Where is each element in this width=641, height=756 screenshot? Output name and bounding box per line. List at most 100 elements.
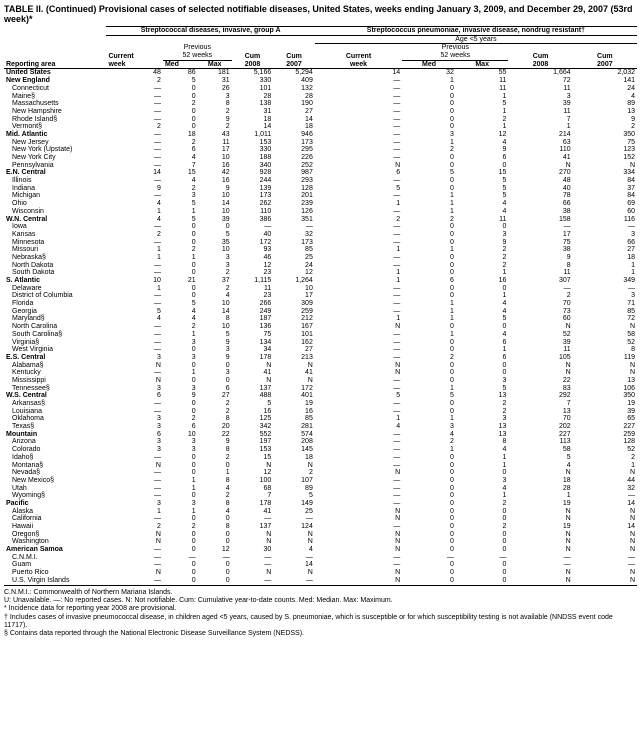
cell: —: [315, 400, 402, 408]
row-label: California: [4, 515, 106, 523]
table-row: New Jersey—211153173—146375: [4, 139, 637, 147]
cell: 309: [273, 300, 315, 308]
cell: 75: [573, 139, 637, 147]
cell: 6: [163, 423, 198, 431]
cell: 0: [456, 323, 509, 331]
cell: 58: [508, 446, 572, 454]
cell: 149: [273, 500, 315, 508]
row-label: District of Columbia: [4, 292, 106, 300]
row-label: Maine§: [4, 93, 106, 101]
cell: 574: [273, 431, 315, 439]
table-row: New York (Upstate)—617330295—29110123: [4, 146, 637, 154]
row-label: Alaska: [4, 508, 106, 516]
cell: 2: [273, 469, 315, 477]
footnote-line: † Includes cases of invasive pneumococca…: [4, 614, 637, 631]
cell: 0: [402, 538, 456, 546]
cell: —: [315, 116, 402, 124]
cell: 10: [106, 277, 163, 285]
cell: —: [315, 339, 402, 347]
cell: N: [508, 538, 572, 546]
cell: N: [508, 577, 572, 585]
cell: N: [573, 531, 637, 539]
cell: 110: [508, 146, 572, 154]
cell: 18: [163, 131, 198, 139]
table-row: Texas§36203422814313202227: [4, 423, 637, 431]
table-row: MississippiN00NN—032213: [4, 377, 637, 385]
cell: 116: [573, 216, 637, 224]
cell: 1: [315, 269, 402, 277]
cell: 0: [402, 116, 456, 124]
cell: 18: [232, 116, 274, 124]
cell: 1: [315, 315, 402, 323]
table-row: Arizona339197208—28113128: [4, 438, 637, 446]
cell: 37: [198, 277, 232, 285]
cell: 39: [508, 339, 572, 347]
cell: 7: [508, 400, 572, 408]
cell: 141: [573, 77, 637, 85]
row-label: Louisiana: [4, 408, 106, 416]
cell: 1: [508, 492, 572, 500]
row-label: Oklahoma: [4, 415, 106, 423]
cell: N: [573, 469, 637, 477]
cell: 0: [198, 531, 232, 539]
cell: 19: [508, 523, 572, 531]
cell: 227: [508, 431, 572, 439]
cell: N: [315, 515, 402, 523]
cell: N: [573, 508, 637, 516]
cell: 3: [573, 231, 637, 239]
cell: 0: [402, 254, 456, 262]
cell: 4: [273, 546, 315, 554]
cell: 0: [402, 285, 456, 293]
cell: 66: [573, 239, 637, 247]
cell: —: [315, 192, 402, 200]
row-label: New Mexico§: [4, 477, 106, 485]
col-med2: Med: [402, 60, 456, 69]
cell: 0: [163, 346, 198, 354]
cell: 9: [456, 239, 509, 247]
cell: 340: [232, 162, 274, 170]
cell: —: [106, 561, 163, 569]
cell: 2: [456, 262, 509, 270]
cell: 41: [232, 369, 274, 377]
cell: 12: [456, 131, 509, 139]
row-label: Arkansas§: [4, 400, 106, 408]
table-row: Iowa—00———00——: [4, 223, 637, 231]
cell: 0: [402, 569, 456, 577]
cell: —: [106, 408, 163, 416]
cell: 4: [456, 200, 509, 208]
cell: 0: [402, 239, 456, 247]
cell: 0: [198, 462, 232, 470]
row-label: Kentucky: [4, 369, 106, 377]
cell: 1: [402, 331, 456, 339]
cell: 4: [163, 154, 198, 162]
cell: 84: [573, 192, 637, 200]
cell: 110: [232, 208, 274, 216]
cell: —: [315, 308, 402, 316]
cell: 4: [456, 300, 509, 308]
cell: 13: [456, 431, 509, 439]
cell: 107: [273, 477, 315, 485]
cell: 5: [198, 231, 232, 239]
cell: 0: [402, 93, 456, 101]
cell: N: [573, 162, 637, 170]
cell: —: [232, 554, 274, 562]
cell: N: [573, 362, 637, 370]
cell: 27: [573, 246, 637, 254]
cell: 1,664: [508, 69, 572, 77]
row-label: Illinois: [4, 177, 106, 185]
cell: 1: [106, 254, 163, 262]
cell: 0: [402, 362, 456, 370]
cell: 48: [508, 177, 572, 185]
cell: 106: [573, 385, 637, 393]
cell: 4: [456, 208, 509, 216]
table-row: Montana§N00NN—0141: [4, 462, 637, 470]
row-label: Idaho§: [4, 454, 106, 462]
cell: 0: [402, 108, 456, 116]
cell: 16: [232, 408, 274, 416]
cell: 10: [198, 300, 232, 308]
cell: 5: [198, 331, 232, 339]
cell: 2: [198, 492, 232, 500]
cell: N: [315, 569, 402, 577]
cell: 22: [198, 431, 232, 439]
cell: —: [106, 454, 163, 462]
